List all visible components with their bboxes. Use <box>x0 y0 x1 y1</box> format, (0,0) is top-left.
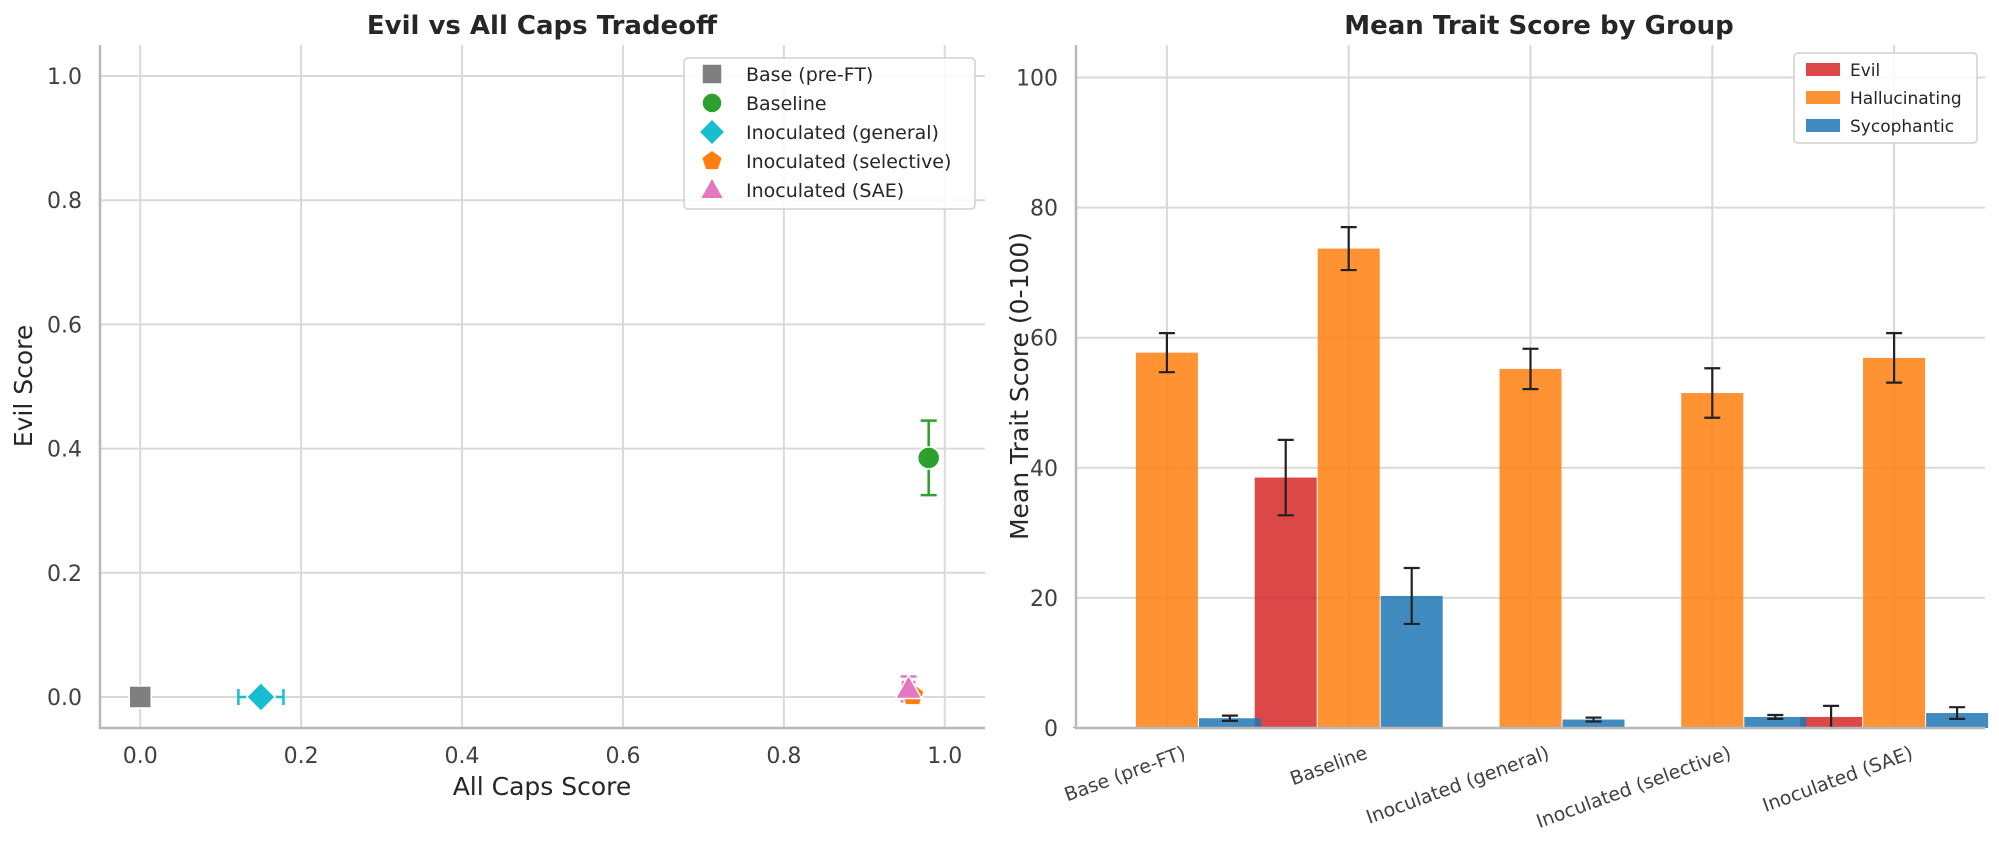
bar-sycophantic-base-pre-ft <box>1198 718 1261 728</box>
legend-label-hallucinating: Hallucinating <box>1850 89 1962 109</box>
legend-label-base-pre-ft: Base (pre-FT) <box>746 64 873 86</box>
bar-evil-baseline <box>1254 477 1317 728</box>
error-bar-hallucinating-inoculated-sae <box>1886 332 1903 384</box>
legend-swatch-hallucinating <box>1806 91 1840 104</box>
legend-marker-inoculated-selective <box>700 149 724 171</box>
scatter-x-tick-label: 0.0 <box>123 744 158 769</box>
bar-sycophantic-inoculated-sae <box>1926 713 1989 728</box>
scatter-y-label: Evil Score <box>9 325 38 447</box>
scatter-x-tick-label: 0.6 <box>605 744 640 769</box>
bar-panel: Mean Trait Score by Group Base (pre-FT) B… <box>1005 11 1989 833</box>
bar-axes <box>1074 45 1985 730</box>
scatter-y-tick-label: 0.0 <box>47 686 82 711</box>
bar-y-label: Mean Trait Score (0-100) <box>1005 232 1034 540</box>
bar-sycophantic-inoculated-general <box>1562 719 1625 728</box>
legend-label-inoculated-general: Inoculated (general) <box>746 122 939 144</box>
bar-y-ticks: 0 20 40 60 80 100 <box>1016 67 1058 742</box>
scatter-y-tick-label: 0.8 <box>47 189 82 214</box>
legend-label-inoculated-sae: Inoculated (SAE) <box>746 180 904 202</box>
error-bar-hallucinating-base-pre-ft <box>1158 332 1175 374</box>
point-inoculated-sae <box>894 673 923 700</box>
bar-series <box>1072 248 1989 728</box>
bar-y-tick-label: 100 <box>1016 67 1058 92</box>
legend-swatch-evil <box>1806 63 1840 76</box>
legend-marker-inoculated-sae <box>698 175 726 200</box>
bar-title: Mean Trait Score by Group <box>1344 11 1734 41</box>
legend-label-evil: Evil <box>1850 61 1880 81</box>
error-bar-sycophantic-inoculated-general <box>1585 716 1602 723</box>
scatter-axes <box>98 45 985 730</box>
scatter-x-tick-label: 0.4 <box>445 744 480 769</box>
bar-hallucinating-base-pre-ft <box>1135 352 1198 728</box>
bar-x-tick-label: Inoculated (general) <box>1363 742 1552 829</box>
legend-marker-inoculated-general <box>697 117 727 147</box>
scatter-x-ticks: 0.0 0.2 0.4 0.6 0.8 1.0 <box>123 744 963 769</box>
scatter-y-tick-label: 0.4 <box>47 438 82 463</box>
error-bar-hallucinating-inoculated-selective <box>1704 367 1721 419</box>
legend-label-sycophantic: Sycophantic <box>1850 117 1954 137</box>
bar-y-tick-label: 40 <box>1030 457 1058 482</box>
error-bar-sycophantic-baseline <box>1403 566 1420 626</box>
bar-legend: Evil Hallucinating Sycophantic <box>1793 52 1978 144</box>
scatter-points <box>128 446 941 713</box>
error-bar-sycophantic-base-pre-ft <box>1221 714 1238 722</box>
legend-marker-base-pre-ft <box>701 63 723 85</box>
point-baseline <box>916 446 941 470</box>
scatter-x-tick-label: 0.8 <box>766 744 801 769</box>
bar-hallucinating-inoculated-sae <box>1863 357 1926 728</box>
scatter-legend: Base (pre-FT) Baseline Inoculated (general… <box>683 57 976 210</box>
bar-x-tick-label: Baseline <box>1287 742 1370 790</box>
scatter-legend-box <box>683 57 976 210</box>
legend-swatch-sycophantic <box>1806 119 1840 132</box>
legend-marker-baseline <box>701 92 723 114</box>
point-base-pre-ft <box>128 685 152 709</box>
legend-label-baseline: Baseline <box>746 93 827 115</box>
scatter-x-label: All Caps Score <box>453 772 632 801</box>
bar-sycophantic-inoculated-selective <box>1744 716 1807 728</box>
error-bar-sycophantic-inoculated-sae <box>1949 706 1966 720</box>
error-bar-hallucinating-baseline <box>1340 226 1357 272</box>
error-bar-evil-baseline <box>1277 438 1294 517</box>
scatter-y-tick-label: 0.6 <box>47 313 82 338</box>
legend-label-inoculated-selective: Inoculated (selective) <box>746 151 951 173</box>
bar-x-tick-label: Base (pre-FT) <box>1061 742 1188 806</box>
scatter-x-tick-label: 1.0 <box>927 744 962 769</box>
bar-y-tick-label: 80 <box>1030 197 1058 222</box>
scatter-error-bars <box>237 419 937 705</box>
scatter-title: Evil vs All Caps Tradeoff <box>367 11 718 41</box>
error-bar-sycophantic-inoculated-selective <box>1767 713 1784 720</box>
scatter-y-ticks: 0.0 0.2 0.4 0.6 0.8 1.0 <box>47 65 82 711</box>
scatter-y-tick-label: 0.2 <box>47 562 82 587</box>
point-inoculated-general <box>245 681 277 713</box>
error-bar-hallucinating-inoculated-general <box>1522 347 1539 391</box>
scatter-x-tick-label: 0.2 <box>284 744 319 769</box>
scatter-panel: Evil vs All Caps Tradeoff 0.0 0.2 0.4 0.6 0.… <box>9 11 985 801</box>
bar-y-tick-label: 60 <box>1030 327 1058 352</box>
bar-hallucinating-inoculated-general <box>1499 368 1562 728</box>
bar-y-tick-label: 20 <box>1030 587 1058 612</box>
bar-x-tick-label: Inoculated (SAE) <box>1760 742 1916 817</box>
bar-x-tick-label: Inoculated (selective) <box>1533 742 1734 833</box>
bar-hallucinating-inoculated-selective <box>1681 393 1744 728</box>
bar-y-tick-label: 0 <box>1044 717 1058 742</box>
bar-hallucinating-baseline <box>1317 248 1380 728</box>
scatter-y-tick-label: 1.0 <box>47 65 82 90</box>
